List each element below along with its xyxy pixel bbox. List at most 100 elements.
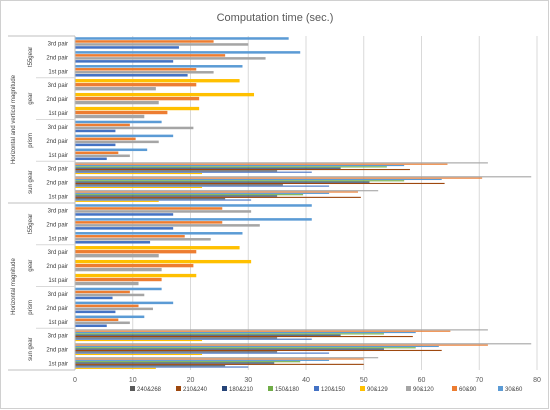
pair-label: 3rd pair <box>48 334 68 340</box>
x-tick-label: 50 <box>360 377 368 384</box>
bar <box>75 310 116 314</box>
bar <box>75 365 226 367</box>
bar <box>75 263 194 268</box>
pair-label: 2nd pair <box>46 222 68 228</box>
bar <box>75 43 249 46</box>
bar <box>75 210 252 213</box>
bar <box>75 140 159 144</box>
pair-label: 2nd pair <box>46 348 68 354</box>
pair-label: 2nd pair <box>46 97 68 103</box>
bar <box>75 171 312 173</box>
bar <box>75 200 159 202</box>
bar <box>75 196 361 198</box>
group-label: Horizontal and vertical magnitude <box>11 74 17 164</box>
bar <box>75 123 130 127</box>
bar <box>75 51 301 54</box>
pair-label: 1st pair <box>48 111 68 117</box>
legend-label: 90&129 <box>367 387 388 393</box>
bar <box>75 148 148 152</box>
legend-swatch <box>406 386 411 391</box>
bar <box>75 337 278 339</box>
bar <box>75 191 358 193</box>
legend-swatch <box>314 386 319 391</box>
bar <box>75 168 410 171</box>
bar <box>75 213 174 216</box>
chart-title: Computation time (sec.) <box>216 12 334 24</box>
x-tick-label: 80 <box>533 377 541 384</box>
bar <box>75 54 226 57</box>
bar <box>75 238 211 241</box>
bar <box>75 232 243 235</box>
subgroup-label: sun gear <box>28 170 34 193</box>
bar <box>75 363 364 365</box>
bar <box>75 129 116 133</box>
bar <box>75 57 266 60</box>
legend-swatch <box>130 386 135 391</box>
bar <box>75 359 330 361</box>
bar <box>75 87 156 91</box>
bar <box>75 134 174 138</box>
bar <box>75 182 445 185</box>
bar <box>75 137 136 141</box>
bar <box>75 180 405 182</box>
bar <box>75 349 442 352</box>
subgroup-label: prism <box>28 300 34 315</box>
pair-label: 1st pair <box>48 278 68 284</box>
bar <box>75 79 240 83</box>
bar <box>75 267 162 272</box>
legend-label: 240&268 <box>137 387 162 393</box>
bar <box>75 198 226 200</box>
bar <box>75 176 532 178</box>
pair-label: 1st pair <box>48 236 68 242</box>
bar <box>75 60 174 63</box>
bar <box>75 40 214 43</box>
bar <box>75 362 275 364</box>
bar <box>75 307 153 311</box>
pair-label: 1st pair <box>48 362 68 368</box>
pair-label: 1st pair <box>48 195 68 201</box>
bar <box>75 96 200 101</box>
bar <box>75 287 162 291</box>
subgroup-label: t55gear <box>28 214 34 234</box>
bar <box>75 277 162 282</box>
bar <box>75 348 384 350</box>
legend-label: 30&60 <box>505 387 523 393</box>
bar <box>75 178 442 181</box>
pair-label: 2nd pair <box>46 264 68 270</box>
bar <box>75 68 197 71</box>
bar <box>75 110 168 115</box>
bar <box>75 120 162 124</box>
bar <box>75 353 203 356</box>
bar <box>75 83 197 87</box>
bar <box>75 304 139 308</box>
bar <box>75 335 413 338</box>
bar <box>75 296 113 300</box>
bar <box>75 126 194 130</box>
bar <box>75 293 145 297</box>
bar <box>75 343 532 345</box>
bar <box>75 331 416 334</box>
bar <box>75 315 145 319</box>
x-tick-label: 40 <box>302 377 310 384</box>
bar <box>75 199 252 201</box>
bar <box>75 227 174 230</box>
legend-swatch <box>222 386 227 391</box>
legend-label: 60&90 <box>459 387 477 393</box>
bar <box>75 339 203 342</box>
x-tick-label: 70 <box>475 377 483 384</box>
subgroup-label: gear <box>28 260 34 272</box>
bar <box>75 246 240 250</box>
subgroup-label: prism <box>28 133 34 148</box>
subgroup-label: t55gear <box>28 47 34 67</box>
bar <box>75 92 255 97</box>
bar <box>75 46 179 49</box>
bar <box>75 184 283 186</box>
bar <box>75 154 130 158</box>
legend-label: 90&120 <box>413 387 434 393</box>
bar <box>75 162 488 164</box>
legend-label: 180&210 <box>229 387 254 393</box>
bar <box>75 235 185 238</box>
pair-label: 3rd pair <box>48 125 68 131</box>
